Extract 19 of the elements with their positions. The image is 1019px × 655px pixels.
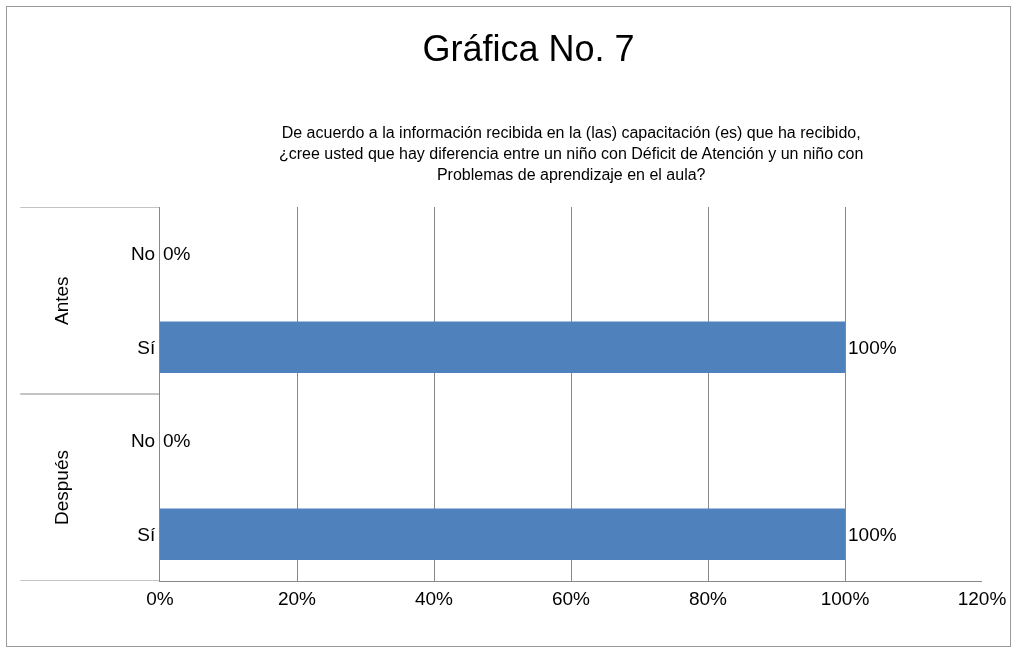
x-tick-label: 0% (146, 587, 174, 609)
data-label: 100% (848, 523, 897, 545)
data-label: 100% (848, 336, 897, 358)
x-tick-label: 120% (957, 587, 1007, 609)
text: Antes (51, 276, 73, 326)
x-tick-label: 40% (414, 587, 454, 609)
data-label: 0% (163, 430, 191, 452)
y-tick-label: Sí (137, 523, 156, 545)
y-tick-label: No (130, 243, 156, 265)
x-tick-label: 80% (688, 587, 728, 609)
chart-title: Gráfica No. 7 (422, 27, 635, 69)
y-tick-label: Sí (137, 336, 156, 358)
y-tick-label: No (130, 430, 156, 452)
text: Después (51, 450, 73, 526)
x-tick-label: 60% (551, 587, 591, 609)
x-tick-label: 100% (820, 587, 870, 609)
x-tick-label: 20% (277, 587, 317, 609)
chart-subtitle: De acuerdo a la información recibida en la (las) capacitación (es) que ha recibido, ¿cree usted que hay diferencia entre un niño con Déficit de Atención y un niño con Problemas de aprendizaje en el aula? (279, 124, 864, 183)
data-label: 0% (163, 243, 191, 265)
